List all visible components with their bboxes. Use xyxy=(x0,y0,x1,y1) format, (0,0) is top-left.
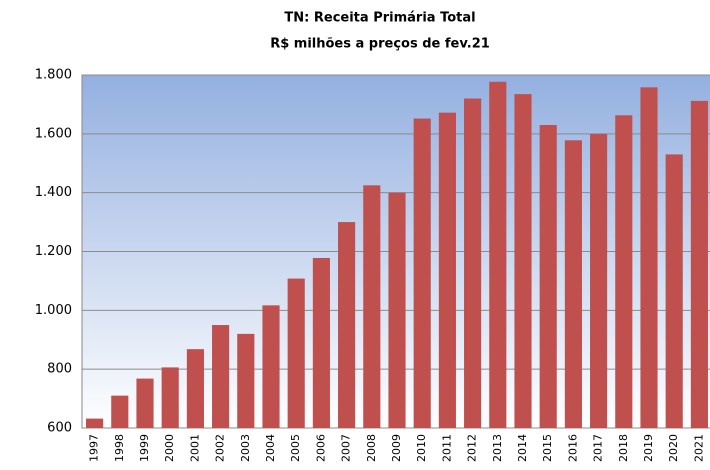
bar xyxy=(86,418,104,428)
x-tick-label: 2001 xyxy=(188,434,201,462)
x-tick-label: 2014 xyxy=(516,434,529,462)
bar xyxy=(489,81,507,428)
y-tick-label: 1.400 xyxy=(35,185,72,200)
y-tick-label: 1.200 xyxy=(35,244,72,259)
x-tick-label: 2015 xyxy=(541,434,554,462)
x-tick-label: 2021 xyxy=(692,434,705,462)
x-tick-label: 2010 xyxy=(415,434,428,462)
bar xyxy=(312,257,330,428)
bar xyxy=(212,325,230,428)
bar xyxy=(514,94,532,428)
x-tick-label: 2018 xyxy=(617,434,630,462)
bar xyxy=(438,112,456,429)
bar xyxy=(161,367,179,428)
x-tick-label: 2011 xyxy=(440,434,453,462)
x-tick-label: 2004 xyxy=(264,434,277,462)
x-tick-label: 2002 xyxy=(214,434,227,462)
x-tick-label: 2017 xyxy=(592,434,605,462)
x-tick-label: 2016 xyxy=(566,434,579,462)
chart-title: TN: Receita Primária Total xyxy=(284,11,475,26)
bar xyxy=(186,349,204,428)
y-tick-label: 1.000 xyxy=(35,303,72,318)
x-tick-label: 2020 xyxy=(667,434,680,462)
bar xyxy=(237,333,255,428)
x-tick-label: 2000 xyxy=(163,434,176,462)
x-tick-label: 2008 xyxy=(365,434,378,462)
bar xyxy=(287,278,305,428)
bar xyxy=(590,133,608,429)
chart-subtitle: R$ milhões a preços de fev.21 xyxy=(270,37,490,52)
bar xyxy=(539,125,557,428)
x-tick-label: 2009 xyxy=(390,434,403,462)
x-tick-label: 1998 xyxy=(113,434,126,462)
bar xyxy=(363,185,381,428)
x-tick-label: 2012 xyxy=(466,434,479,462)
bar xyxy=(615,115,633,428)
x-tick-label: 2013 xyxy=(491,434,504,462)
bar xyxy=(388,192,406,428)
bar xyxy=(262,305,280,428)
x-tick-label: 2003 xyxy=(239,434,252,462)
x-tick-label: 2006 xyxy=(314,434,327,462)
bar xyxy=(111,395,129,428)
bar xyxy=(464,98,482,429)
x-tick-label: 2007 xyxy=(340,434,353,462)
y-tick-label: 800 xyxy=(47,362,72,377)
x-tick-label: 1997 xyxy=(88,434,101,462)
bar xyxy=(640,87,658,428)
bar xyxy=(413,118,431,428)
bar xyxy=(665,154,683,429)
y-tick-label: 600 xyxy=(47,421,72,436)
bar xyxy=(136,378,154,428)
bar xyxy=(690,100,708,429)
x-tick-label: 2019 xyxy=(642,434,655,462)
bar xyxy=(338,222,356,428)
y-tick-label: 1.600 xyxy=(35,126,72,141)
x-tick-label: 1999 xyxy=(138,434,151,462)
y-tick-label: 1.800 xyxy=(35,68,72,83)
x-tick-label: 2005 xyxy=(289,434,302,462)
bar xyxy=(564,140,582,428)
